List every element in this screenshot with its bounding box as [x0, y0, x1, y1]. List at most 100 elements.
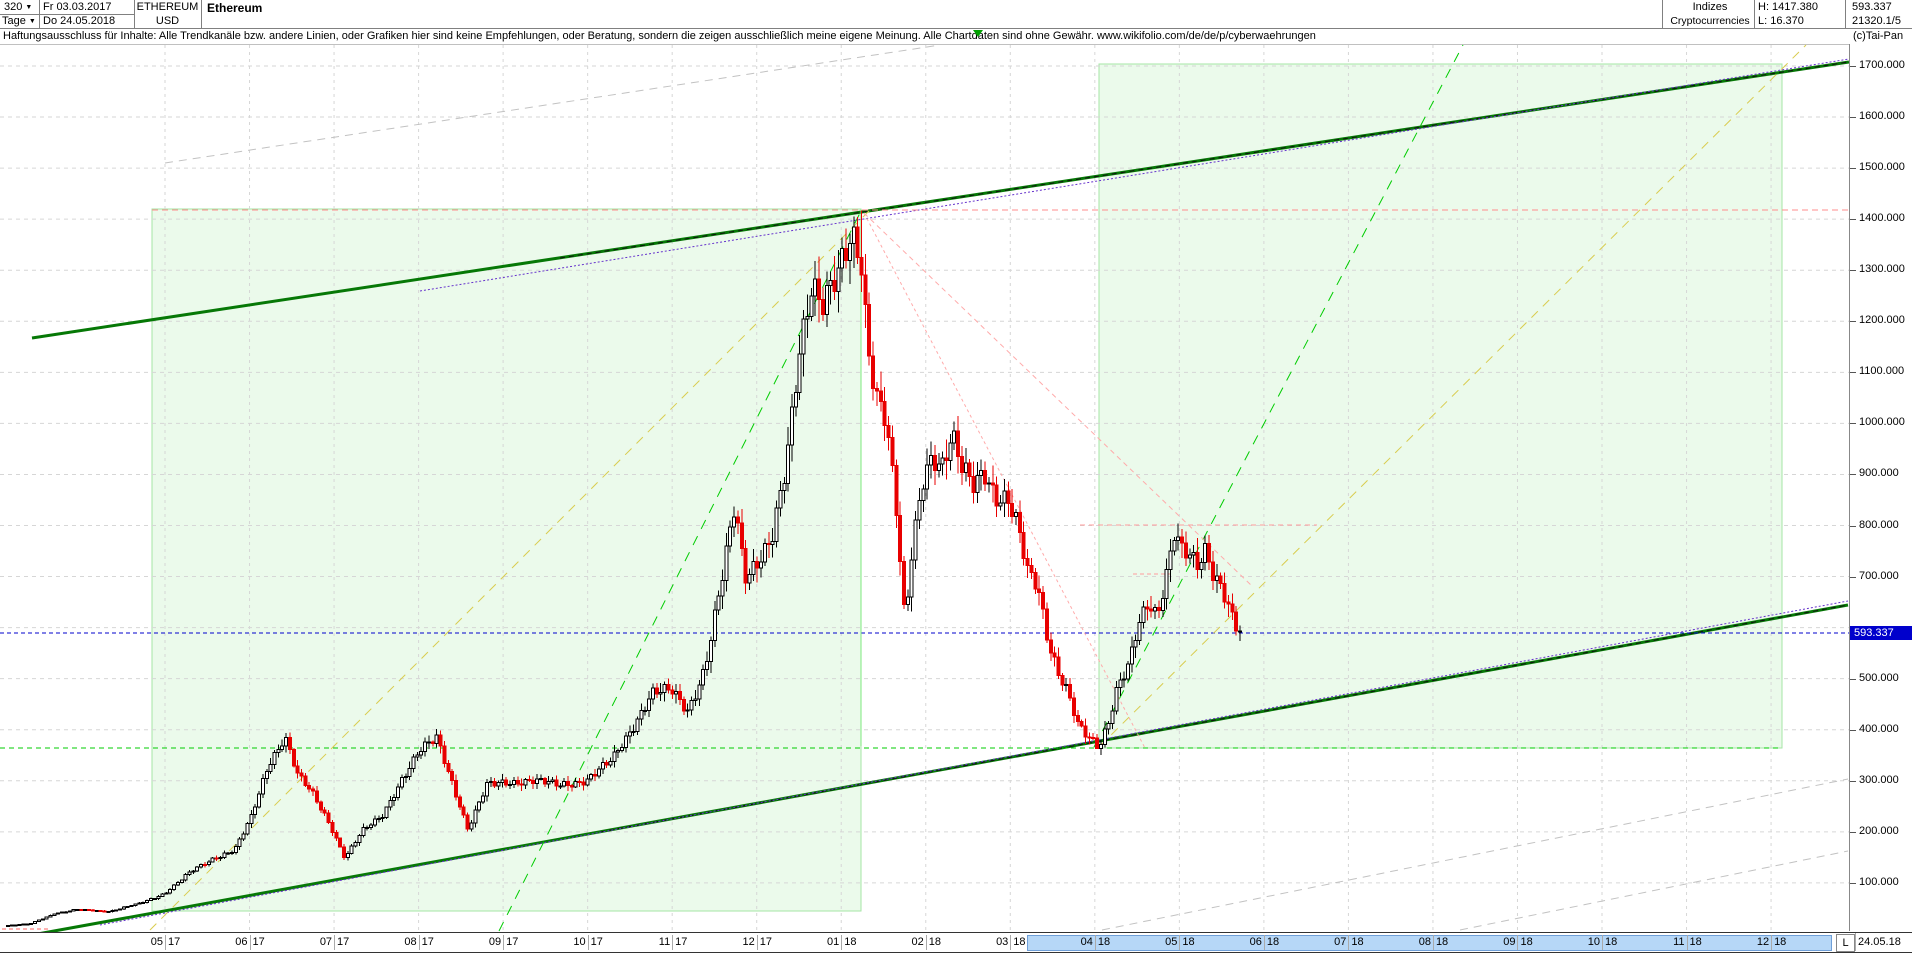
time-axis-label-month: 04: [1080, 936, 1093, 948]
price-axis-label: 900.000: [1859, 467, 1899, 480]
date-from[interactable]: Fr 03.03.2017: [43, 1, 112, 13]
header-last-price: 593.337: [1852, 1, 1892, 13]
time-axis-label-month: 03: [996, 936, 1009, 948]
current-price-value: 593.337: [1854, 627, 1894, 639]
time-axis-label-month: 10: [573, 936, 586, 948]
price-axis-tick: [1850, 168, 1856, 170]
time-axis-tick: [1094, 935, 1096, 950]
chevron-down-icon: ▼: [25, 3, 33, 11]
time-axis-label-month: 12: [1756, 936, 1770, 948]
price-axis-tick: [1850, 576, 1856, 578]
time-axis-label-month: 07: [319, 936, 333, 948]
price-axis-label: 1300.000: [1859, 263, 1905, 276]
price-axis-label: 1000.000: [1859, 416, 1905, 429]
last-date-label: 24.05.18: [1858, 936, 1901, 948]
price-axis-label: 700.000: [1859, 569, 1899, 582]
disclaimer-text: Haftungsausschluss für Inhalte: Alle Tre…: [3, 30, 1316, 42]
header-secondary-value: 21320.1/5: [1852, 15, 1901, 27]
price-axis-label: 1600.000: [1859, 110, 1905, 123]
gray-parallel-bottom-2: [1459, 850, 1849, 931]
date-to[interactable]: Do 24.05.2018: [43, 15, 116, 27]
current-price-badge: 593.337: [1850, 626, 1912, 640]
time-axis-tick: [1010, 935, 1012, 950]
time-axis-tick: [925, 935, 927, 950]
price-axis-tick: [1850, 780, 1856, 782]
period-dropdown[interactable]: 320 ▼: [4, 0, 32, 14]
time-axis-label-month: 07: [1334, 936, 1347, 948]
price-axis-label: 1100.000: [1859, 365, 1905, 378]
time-axis-label-year: 18: [1013, 936, 1026, 948]
candlestick-series[interactable]: [6, 210, 1242, 928]
price-axis-tick: [1850, 729, 1856, 731]
time-axis-label-month: 05: [150, 936, 163, 948]
time-axis-label-month: 06: [235, 936, 248, 948]
divider: [1754, 0, 1755, 28]
time-axis-tick: [672, 935, 674, 950]
divider: [201, 0, 202, 28]
visible-range-highlight[interactable]: [1027, 935, 1832, 951]
left-green-box: [151, 208, 862, 912]
last-bar-marker: L: [1842, 937, 1849, 949]
time-axis-label-month: 10: [1587, 936, 1601, 948]
price-axis-label: 1700.000: [1859, 59, 1905, 71]
gray-parallel-top: [164, 44, 941, 164]
time-axis-label-month: 05: [1165, 936, 1178, 948]
price-axis-label: 200.000: [1859, 824, 1899, 837]
period-unit-dropdown[interactable]: Tage ▼: [2, 14, 36, 28]
period-value: 320: [4, 1, 23, 13]
divider: [134, 0, 135, 28]
group-name-line1: Indizes: [1692, 1, 1728, 13]
event-marker-icon: [973, 30, 983, 37]
price-axis-label: 400.000: [1859, 722, 1899, 735]
period-high: H: 1417.380: [1758, 1, 1818, 13]
time-axis-tick: [249, 935, 251, 950]
price-axis-tick: [1850, 66, 1856, 67]
time-axis-tick: [334, 935, 336, 950]
time-axis-tick: [1771, 935, 1773, 950]
period-unit-value: Tage: [2, 15, 26, 27]
price-axis-tick: [1850, 525, 1856, 527]
price-axis-label: 1400.000: [1859, 212, 1905, 225]
time-axis-label-year: 18: [844, 936, 857, 948]
green-trend-left: [498, 210, 862, 932]
time-axis-label-month: 09: [488, 936, 502, 948]
symbol-currency: USD: [155, 15, 180, 27]
price-axis-tick: [1850, 321, 1856, 323]
time-axis-tick: [1348, 935, 1350, 950]
instrument-title: Ethereum: [207, 1, 263, 15]
time-axis-label-year: 18: [1689, 936, 1702, 948]
price-axis-label: 500.000: [1859, 671, 1899, 684]
time-axis[interactable]: L 24.05.18 05 17 06 17 07 17 08 17 09 17 10 17 11 17 1…: [0, 932, 1912, 953]
time-axis-tick: [165, 935, 166, 950]
price-axis-tick: [1850, 474, 1856, 476]
header-bar: 320 ▼ Tage ▼ Fr 03.03.2017 Do 24.05.2018…: [0, 0, 1912, 29]
divider: [1662, 0, 1663, 28]
price-axis-tick: [1850, 270, 1856, 272]
price-axis-label: 100.000: [1859, 875, 1899, 888]
time-axis-tick: [503, 935, 505, 950]
time-axis-label-year: 17: [759, 936, 772, 948]
price-axis-tick: [1850, 423, 1856, 425]
time-axis-tick: [1263, 935, 1265, 950]
lower-channel-hatch: [599, 604, 1849, 833]
time-axis-label-year: 17: [506, 936, 519, 948]
symbol-code: ETHEREUM: [136, 1, 199, 13]
time-axis-tick: [1517, 935, 1519, 950]
time-axis-tick: [841, 935, 843, 950]
time-axis-label-year: 18: [1774, 936, 1787, 948]
time-axis-tick: [1179, 935, 1181, 950]
price-axis-label: 300.000: [1859, 773, 1899, 786]
time-axis-label-year: 17: [675, 936, 688, 948]
upper-channel-hatch: [559, 61, 1850, 259]
time-axis-label-year: 18: [1097, 936, 1111, 948]
price-axis-tick: [1850, 678, 1856, 680]
divider: [1855, 933, 1856, 951]
copyright-label: (c)Tai-Pan: [1853, 30, 1904, 42]
time-axis-label-month: 01: [827, 936, 840, 948]
time-axis-tick: [1602, 935, 1603, 950]
divider: [0, 28, 1912, 29]
price-axis-tick: [1850, 372, 1856, 374]
time-axis-label-year: 18: [1351, 936, 1364, 948]
divider: [1845, 0, 1846, 28]
